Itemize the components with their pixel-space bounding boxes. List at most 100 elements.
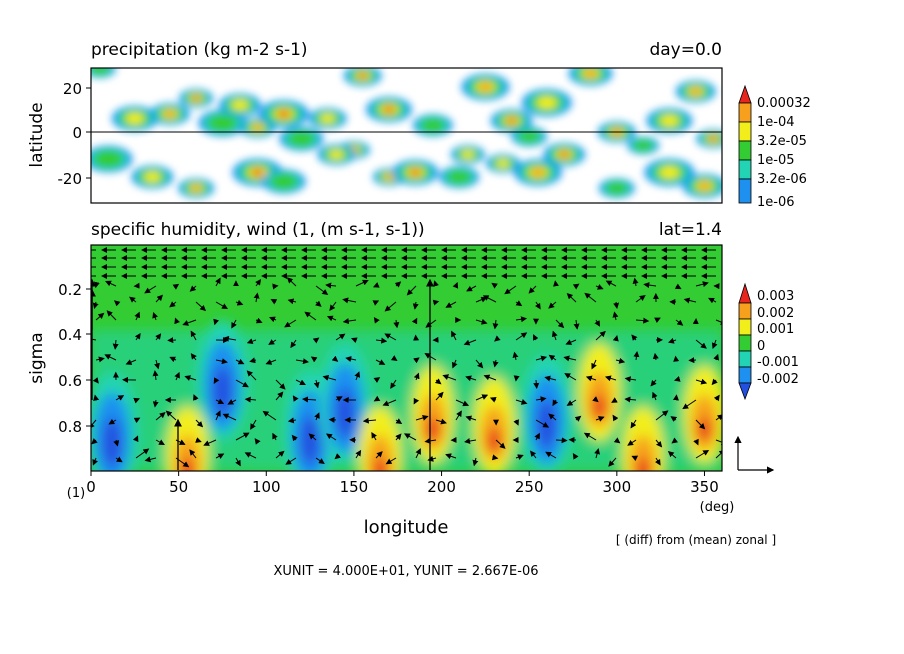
bottom-legend-label: 0.001 — [757, 322, 794, 337]
wind-vector — [624, 396, 637, 403]
wind-vector — [413, 372, 420, 381]
precip-cell — [521, 89, 572, 117]
wind-vector — [325, 282, 337, 289]
wind-vector — [465, 375, 477, 382]
wind-vector — [152, 370, 159, 381]
wind-vector — [434, 378, 442, 385]
wind-vector — [253, 292, 260, 303]
wind-vector — [627, 439, 637, 446]
wind-vector — [413, 357, 420, 364]
wind-vector — [315, 457, 325, 464]
wind-vector — [452, 282, 459, 289]
wind-vector — [375, 359, 386, 365]
wind-vector — [375, 451, 383, 459]
wind-vector — [513, 419, 519, 426]
wind-vector — [711, 339, 718, 349]
bottom-legend-label: 0.002 — [757, 306, 794, 321]
wind-vector — [112, 339, 119, 350]
wind-vector — [548, 413, 557, 421]
wind-vector — [711, 378, 718, 386]
wind-vector — [172, 283, 180, 290]
wind-vector — [355, 279, 369, 287]
wind-vector — [249, 357, 257, 364]
wind-vector — [227, 399, 237, 405]
wind-vector — [652, 391, 658, 401]
wind-vector — [235, 299, 244, 306]
wind-vector — [287, 298, 297, 305]
wind-vector — [451, 359, 458, 369]
wind-vector — [95, 312, 105, 321]
wind-vector — [630, 419, 637, 429]
wind-vector — [451, 330, 457, 341]
top-ytick: -20 — [58, 170, 83, 188]
x-tick-label: 0 — [86, 478, 96, 496]
wind-vector — [95, 356, 105, 363]
precip-cell — [598, 178, 635, 199]
wind-vector — [683, 297, 697, 304]
wind-vector — [113, 300, 121, 307]
wind-vector — [182, 319, 197, 326]
wind-vector — [155, 439, 165, 445]
wind-vector — [235, 432, 250, 441]
humidity-anomaly — [472, 375, 517, 471]
wind-vector — [215, 277, 221, 287]
wind-vector — [494, 335, 501, 342]
top-legend-label: 3.2e-05 — [757, 134, 807, 149]
wind-vector — [631, 334, 638, 341]
wind-vector — [135, 448, 150, 459]
precip-cell — [627, 136, 660, 155]
precip-cell — [343, 68, 382, 87]
wind-vector — [594, 319, 601, 327]
wind-vector — [394, 281, 402, 288]
wind-vector — [695, 378, 708, 385]
wind-vector — [269, 316, 277, 323]
wind-vector — [708, 297, 717, 304]
wind-vector — [231, 319, 237, 329]
precip-cell — [279, 126, 324, 151]
wind-vector — [412, 301, 419, 310]
wind-vector — [106, 310, 117, 321]
precip-cell — [392, 159, 439, 186]
precip-cell — [644, 158, 695, 187]
bottom-colorbar — [738, 282, 752, 401]
wind-vector — [652, 352, 659, 361]
wind-vector — [284, 319, 297, 328]
wind-vector — [463, 339, 477, 346]
wind-vector — [384, 333, 397, 341]
wind-vector — [583, 432, 597, 441]
wind-vector — [155, 412, 166, 421]
wind-vector — [354, 371, 361, 381]
bottom-ytick: 0.4 — [58, 326, 82, 344]
bottom-legend-label: 0.003 — [757, 289, 794, 304]
precip-cell — [412, 114, 453, 137]
precip-cell — [682, 173, 722, 199]
wind-vector — [435, 391, 444, 401]
wind-vector — [475, 394, 489, 401]
wind-vector — [314, 412, 320, 421]
wind-vector — [566, 292, 577, 303]
wind-vector — [152, 312, 158, 321]
wind-vector — [595, 416, 605, 422]
wind-vector — [382, 399, 397, 407]
wind-vector — [551, 330, 558, 341]
lat-label: lat=1.4 — [659, 220, 722, 240]
zonal-note: [ (diff) from (mean) zonal ] — [616, 533, 776, 547]
wind-vector — [534, 301, 541, 310]
wind-vector — [215, 453, 225, 460]
wind-vector — [235, 358, 245, 365]
wind-vector — [472, 457, 479, 467]
wind-vector — [265, 359, 277, 365]
precip-cell — [450, 145, 485, 164]
wind-vector — [572, 283, 580, 290]
wind-vector — [292, 395, 299, 402]
wind-vector — [395, 418, 403, 425]
wind-vector — [553, 280, 559, 287]
wind-vector — [515, 454, 524, 460]
wind-vector — [169, 356, 177, 363]
wind-vector — [563, 355, 577, 362]
wind-vector — [624, 376, 637, 383]
wind-vector — [635, 317, 650, 324]
wind-vector — [322, 375, 337, 381]
wind-vector — [464, 438, 477, 444]
top-colorbar — [738, 84, 752, 204]
